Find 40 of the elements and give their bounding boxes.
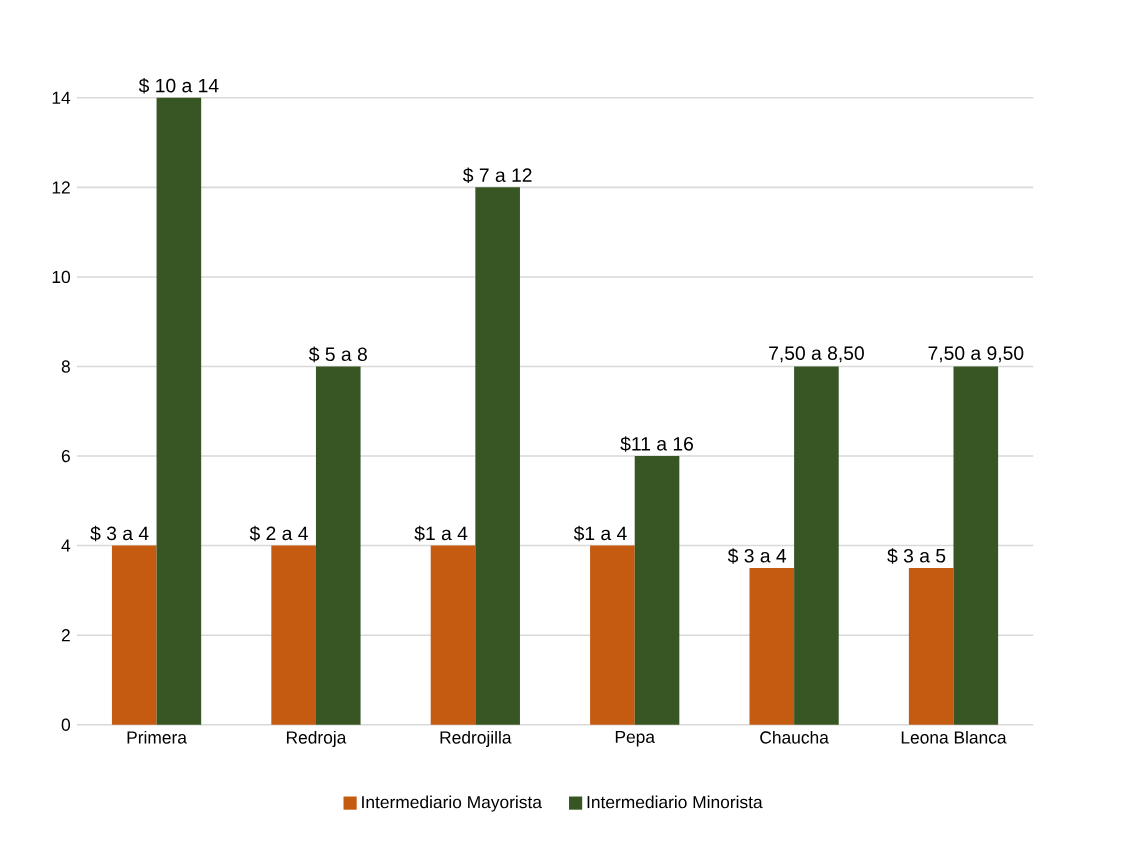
- x-tick-label: Pepa: [615, 731, 655, 747]
- annotation: $ 3 a 4: [90, 525, 149, 542]
- annotation: 7,50 a 9,50: [928, 346, 1024, 363]
- y-tick-label: 4: [61, 539, 71, 552]
- annotation: $ 3 a 4: [727, 548, 787, 564]
- annotation: 7,50 a 8,50: [769, 346, 864, 363]
- bar: [430, 545, 476, 725]
- annotation: $ 5 a 8: [308, 346, 367, 363]
- y-tick-label: 6: [61, 450, 70, 463]
- x-tick-label: Leona Blanca: [901, 731, 1007, 744]
- annotation: $1 a 4: [414, 525, 468, 542]
- x-tick-label: Chaucha: [760, 731, 829, 744]
- x-tick-label: Primera: [127, 731, 187, 744]
- x-tick-label: Redrojilla: [440, 731, 512, 748]
- x-tick-label: Redroja: [286, 731, 347, 748]
- bar: [908, 568, 954, 725]
- bar: [749, 568, 795, 725]
- y-tick-label: 14: [52, 92, 71, 105]
- legend-label: Intermediario Minorista: [587, 795, 763, 809]
- annotation: $ 3 a 5: [887, 548, 946, 564]
- annotation: $11 a 16: [620, 436, 694, 453]
- y-tick-label: 2: [61, 629, 70, 642]
- bar: [271, 545, 316, 725]
- bar: [634, 456, 680, 725]
- bar: [794, 366, 839, 725]
- y-tick-label: 8: [61, 360, 70, 373]
- annotation: $1 a 4: [573, 525, 627, 542]
- y-tick-label: 12: [52, 181, 70, 194]
- annotation: $ 2 a 4: [249, 525, 308, 542]
- y-tick-label: 0: [61, 718, 71, 732]
- bar: [953, 366, 999, 725]
- bar: [156, 98, 202, 725]
- bar: [315, 366, 361, 725]
- bar: [111, 545, 157, 725]
- legend-label: Intermediario Mayorista: [362, 795, 542, 812]
- y-tick-label: 10: [52, 271, 71, 284]
- annotation: $ 10 a 14: [138, 78, 219, 94]
- bar: [475, 187, 520, 725]
- bar: [590, 545, 635, 725]
- annotation: $ 7 a 12: [462, 167, 532, 184]
